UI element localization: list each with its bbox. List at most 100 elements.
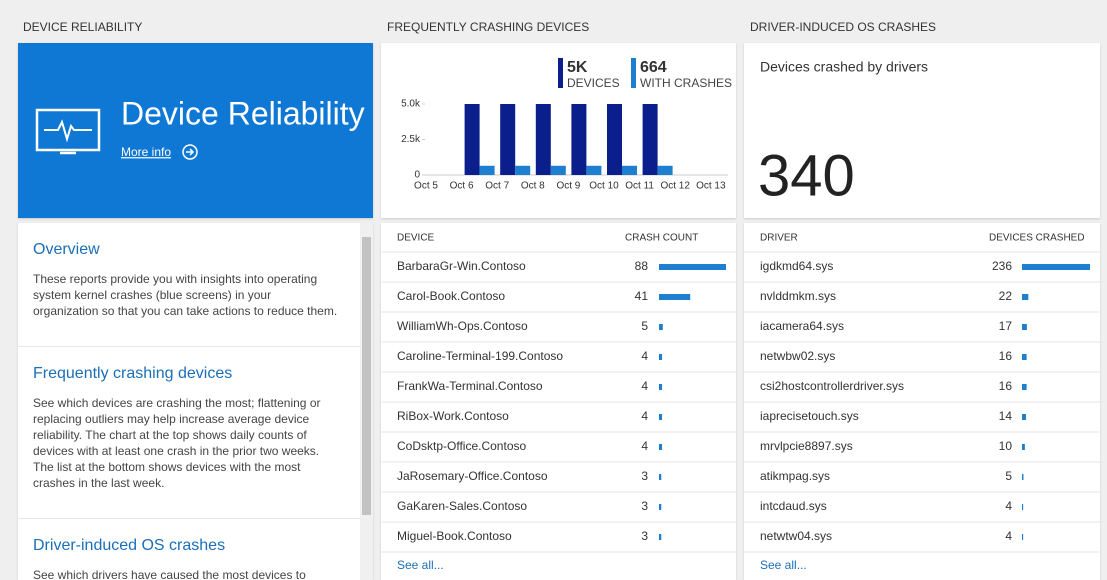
divider bbox=[18, 346, 360, 347]
bar bbox=[479, 165, 495, 175]
y-tick-label: 2.5k bbox=[401, 134, 421, 145]
row-count: 14 bbox=[999, 409, 1013, 423]
count-bar bbox=[1022, 444, 1025, 450]
column-header: FREQUENTLY CRASHING DEVICES bbox=[387, 20, 590, 34]
count-bar bbox=[659, 534, 662, 540]
column-header: DEVICE bbox=[397, 233, 435, 244]
count-bar bbox=[1022, 534, 1024, 540]
y-tick-label: 5.0k bbox=[401, 99, 421, 110]
x-tick-label: Oct 10 bbox=[589, 181, 619, 192]
row-count: 5 bbox=[641, 319, 648, 333]
legend-label: DEVICES bbox=[567, 76, 620, 90]
row-count: 4 bbox=[1005, 529, 1012, 543]
bar bbox=[571, 104, 587, 175]
row-name[interactable]: RiBox-Work.Contoso bbox=[397, 409, 509, 423]
monitor-icon bbox=[35, 108, 101, 155]
row-count: 16 bbox=[999, 379, 1013, 393]
row-name[interactable]: iaprecisetouch.sys bbox=[760, 409, 859, 423]
bar bbox=[586, 165, 602, 175]
overview-section: Driver-induced OS crashes See which drive… bbox=[33, 537, 338, 580]
count-bar bbox=[1022, 504, 1024, 510]
divider bbox=[18, 518, 360, 519]
section-text: See which drivers have caused the most d… bbox=[33, 568, 306, 580]
section-text: These reports provide you with insights … bbox=[33, 272, 338, 318]
scrollbar-thumb[interactable] bbox=[362, 237, 371, 515]
row-name[interactable]: BarbaraGr-Win.Contoso bbox=[397, 259, 526, 273]
legend-total: 5K bbox=[567, 59, 588, 76]
count-bar bbox=[1022, 474, 1024, 480]
row-name[interactable]: Miguel-Book.Contoso bbox=[397, 529, 512, 543]
row-name[interactable]: nvlddmkm.sys bbox=[760, 289, 836, 303]
row-name[interactable]: FrankWa-Terminal.Contoso bbox=[397, 379, 543, 393]
row-name[interactable]: atikmpag.sys bbox=[760, 469, 830, 483]
row-name[interactable]: netwbw02.sys bbox=[760, 349, 835, 363]
see-all-link[interactable]: See all... bbox=[760, 558, 807, 572]
row-name[interactable]: mrvlpcie8897.sys bbox=[760, 439, 853, 453]
tile-link[interactable]: More info bbox=[121, 145, 171, 159]
column-header: CRASH COUNT bbox=[625, 233, 698, 244]
row-count: 3 bbox=[641, 499, 648, 513]
count-bar bbox=[1022, 384, 1027, 390]
row-count: 236 bbox=[992, 259, 1012, 273]
count-bar bbox=[659, 444, 663, 450]
row-name[interactable]: csi2hostcontrollerdriver.sys bbox=[760, 379, 904, 393]
x-tick-label: Oct 9 bbox=[556, 181, 580, 192]
legend-label: WITH CRASHES bbox=[640, 76, 732, 90]
row-name[interactable]: igdkmd64.sys bbox=[760, 259, 833, 273]
bar bbox=[515, 165, 531, 175]
count-bar bbox=[1022, 354, 1027, 360]
bar bbox=[622, 165, 637, 175]
count-bar bbox=[659, 324, 663, 330]
row-name[interactable]: JaRosemary-Office.Contoso bbox=[397, 469, 548, 483]
row-count: 3 bbox=[641, 469, 648, 483]
see-all-link[interactable]: See all... bbox=[397, 558, 444, 572]
count-bar bbox=[659, 294, 691, 300]
row-count: 4 bbox=[641, 439, 648, 453]
overview-section: Frequently crashing devices See which dev… bbox=[33, 365, 338, 491]
row-count: 16 bbox=[999, 349, 1013, 363]
bar bbox=[500, 104, 516, 175]
x-tick-label: Oct 7 bbox=[485, 181, 509, 192]
tile-title: Device Reliability bbox=[121, 95, 365, 131]
count-bar bbox=[659, 384, 663, 390]
section-heading: Frequently crashing devices bbox=[33, 365, 233, 382]
row-name[interactable]: Caroline-Terminal-199.Contoso bbox=[397, 349, 563, 363]
row-count: 4 bbox=[641, 409, 648, 423]
column-header: DRIVER-INDUCED OS CRASHES bbox=[750, 20, 937, 34]
x-tick-label: Oct 5 bbox=[414, 181, 438, 192]
bar bbox=[607, 104, 622, 175]
row-count: 4 bbox=[1005, 499, 1012, 513]
bar bbox=[657, 165, 673, 175]
row-name[interactable]: CoDsktp-Office.Contoso bbox=[397, 439, 526, 453]
count-bar bbox=[659, 414, 663, 420]
row-name[interactable]: iacamera64.sys bbox=[760, 319, 844, 333]
bar bbox=[535, 104, 551, 175]
count-bar bbox=[659, 504, 662, 510]
bar bbox=[464, 104, 480, 175]
arrow-icon[interactable] bbox=[182, 144, 198, 160]
count-bar bbox=[1022, 294, 1029, 300]
legend-swatch bbox=[558, 58, 563, 88]
row-name[interactable]: netwtw04.sys bbox=[760, 529, 832, 543]
section-heading: Overview bbox=[33, 241, 100, 258]
count-bar bbox=[1022, 414, 1027, 420]
row-count: 17 bbox=[999, 319, 1013, 333]
bar bbox=[550, 165, 566, 175]
row-count: 41 bbox=[635, 289, 649, 303]
row-count: 88 bbox=[635, 259, 649, 273]
row-count: 3 bbox=[641, 529, 648, 543]
row-name[interactable]: GaKaren-Sales.Contoso bbox=[397, 499, 527, 513]
row-count: 4 bbox=[641, 349, 648, 363]
row-name[interactable]: intcdaud.sys bbox=[760, 499, 827, 513]
legend-swatch bbox=[631, 58, 636, 88]
row-name[interactable]: WilliamWh-Ops.Contoso bbox=[397, 319, 528, 333]
overview-section: Overview These reports provide you with i… bbox=[33, 241, 338, 319]
y-tick-label: 0 bbox=[414, 170, 420, 181]
row-name[interactable]: Carol-Book.Contoso bbox=[397, 289, 505, 303]
bar bbox=[642, 104, 658, 175]
count-bar bbox=[659, 474, 662, 480]
x-tick-label: Oct 8 bbox=[521, 181, 545, 192]
x-tick-label: Oct 12 bbox=[660, 181, 690, 192]
column-header: DEVICES CRASHED bbox=[989, 233, 1085, 244]
